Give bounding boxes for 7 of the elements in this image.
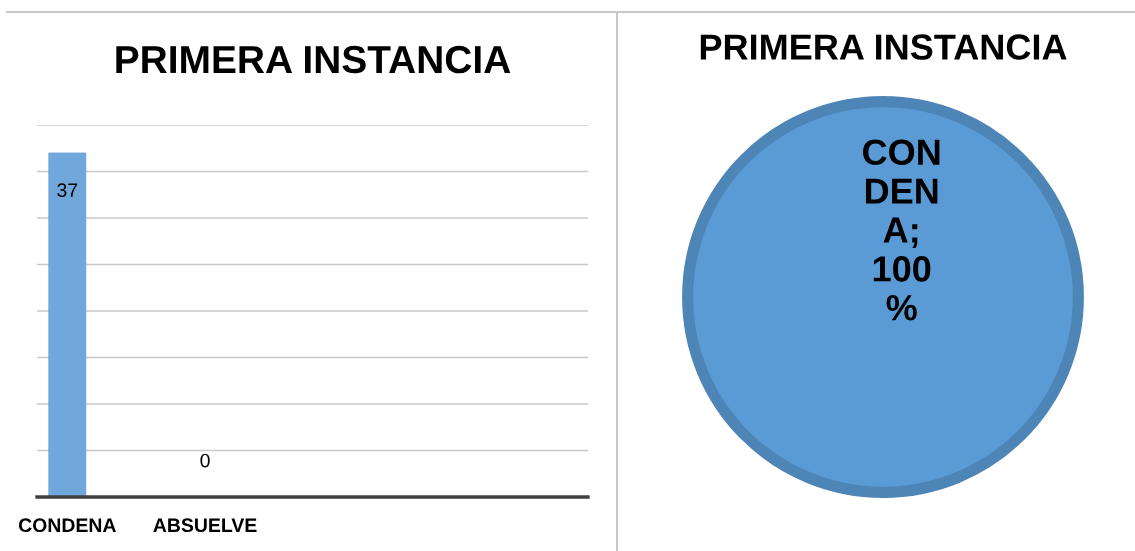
data-label: 37 (57, 183, 78, 198)
chart-title: PRIMERA INSTANCIA (116, 45, 511, 74)
data-label: CONDENA; 100% (863, 139, 940, 321)
chart-title: PRIMERA INSTANCIA (700, 34, 1067, 60)
x-tick-label: ABSUELVE (153, 518, 257, 533)
x-tick-label: CONDENA (18, 518, 116, 533)
data-label: 0 (200, 453, 210, 468)
